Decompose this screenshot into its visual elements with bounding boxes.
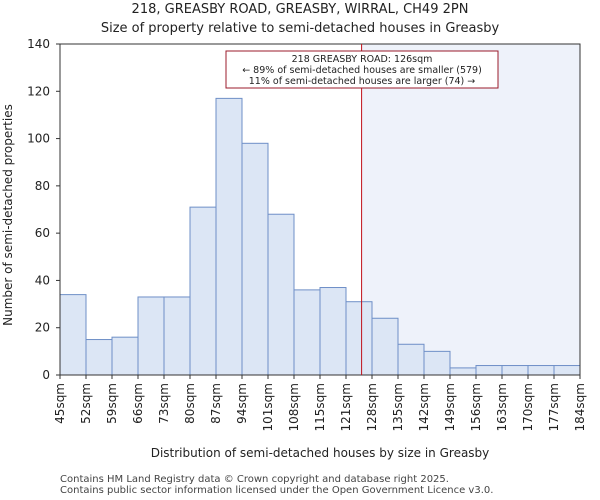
bars-layer bbox=[59, 97, 581, 376]
chart-subtitle: Size of property relative to semi-detach… bbox=[101, 21, 500, 36]
bar bbox=[501, 365, 529, 376]
bar bbox=[345, 301, 373, 376]
y-tick-label: 20 bbox=[35, 321, 50, 335]
bar bbox=[267, 213, 295, 376]
x-tick-label: 80sqm bbox=[183, 383, 197, 424]
x-tick-label: 149sqm bbox=[443, 383, 457, 431]
annotation-frame bbox=[225, 50, 499, 89]
y-tick-label: 100 bbox=[27, 132, 50, 146]
y-tick-label: 80 bbox=[35, 179, 50, 193]
chart-title: 218, GREASBY ROAD, GREASBY, WIRRAL, CH49… bbox=[132, 2, 469, 17]
x-tick-label: 115sqm bbox=[313, 383, 327, 431]
bar bbox=[527, 365, 555, 376]
bar bbox=[111, 336, 139, 376]
y-tick-label: 40 bbox=[35, 273, 50, 287]
bar bbox=[163, 296, 191, 376]
bar bbox=[371, 317, 399, 376]
x-tick-label: 170sqm bbox=[521, 383, 535, 431]
y-ticks-layer: 0 20 40 60 80 100 120 140 bbox=[27, 37, 60, 382]
x-tick-label: 108sqm bbox=[287, 383, 301, 431]
bar bbox=[189, 206, 217, 376]
x-tick-label: 184sqm bbox=[573, 383, 587, 431]
annotation-box: 218 GREASBY ROAD: 126sqm ← 89% of semi-d… bbox=[225, 50, 499, 89]
footer-copyright: Contains HM Land Registry data © Crown c… bbox=[60, 474, 449, 485]
x-ticks-layer: 45sqm 52sqm 59sqm 66sqm 73sqm 80sqm 87sqm 94sqm… bbox=[53, 375, 587, 431]
y-axis-label: Number of semi-detached properties bbox=[1, 104, 15, 326]
x-tick-label: 94sqm bbox=[235, 383, 249, 424]
x-tick-label: 45sqm bbox=[53, 383, 67, 424]
x-tick-label: 121sqm bbox=[339, 383, 353, 431]
x-tick-label: 128sqm bbox=[365, 383, 379, 431]
x-tick-label: 73sqm bbox=[157, 383, 171, 424]
x-tick-label: 156sqm bbox=[469, 383, 483, 431]
x-axis-label: Distribution of semi-detached houses by … bbox=[151, 446, 490, 460]
annotation-line-1: 218 GREASBY ROAD: 126sqm bbox=[292, 54, 433, 65]
x-tick-label: 87sqm bbox=[209, 383, 223, 424]
bar bbox=[241, 142, 269, 376]
x-tick-label: 101sqm bbox=[261, 383, 275, 431]
x-tick-label: 52sqm bbox=[79, 383, 93, 424]
bar bbox=[475, 365, 503, 376]
footer-licence: Contains public sector information licen… bbox=[60, 485, 494, 496]
x-tick-label: 142sqm bbox=[417, 383, 431, 431]
bar bbox=[85, 339, 113, 376]
bar bbox=[449, 367, 477, 376]
bar bbox=[397, 343, 425, 376]
bar bbox=[59, 294, 87, 376]
x-tick-label: 177sqm bbox=[547, 383, 561, 431]
bar bbox=[319, 287, 347, 376]
bar bbox=[215, 97, 243, 376]
x-tick-label: 59sqm bbox=[105, 383, 119, 424]
x-tick-label: 163sqm bbox=[495, 383, 509, 431]
x-tick-label: 135sqm bbox=[391, 383, 405, 431]
annotation-line-2: ← 89% of semi-detached houses are smalle… bbox=[242, 65, 482, 76]
x-tick-label: 66sqm bbox=[131, 383, 145, 424]
bar bbox=[423, 350, 451, 376]
annotation-line-3: 11% of semi-detached houses are larger (… bbox=[249, 76, 476, 87]
bar bbox=[137, 296, 165, 376]
y-tick-label: 120 bbox=[27, 84, 50, 98]
y-tick-label: 0 bbox=[42, 368, 50, 382]
y-tick-label: 140 bbox=[27, 37, 50, 51]
bar bbox=[553, 365, 581, 376]
bar bbox=[293, 289, 321, 376]
y-tick-label: 60 bbox=[35, 226, 50, 240]
